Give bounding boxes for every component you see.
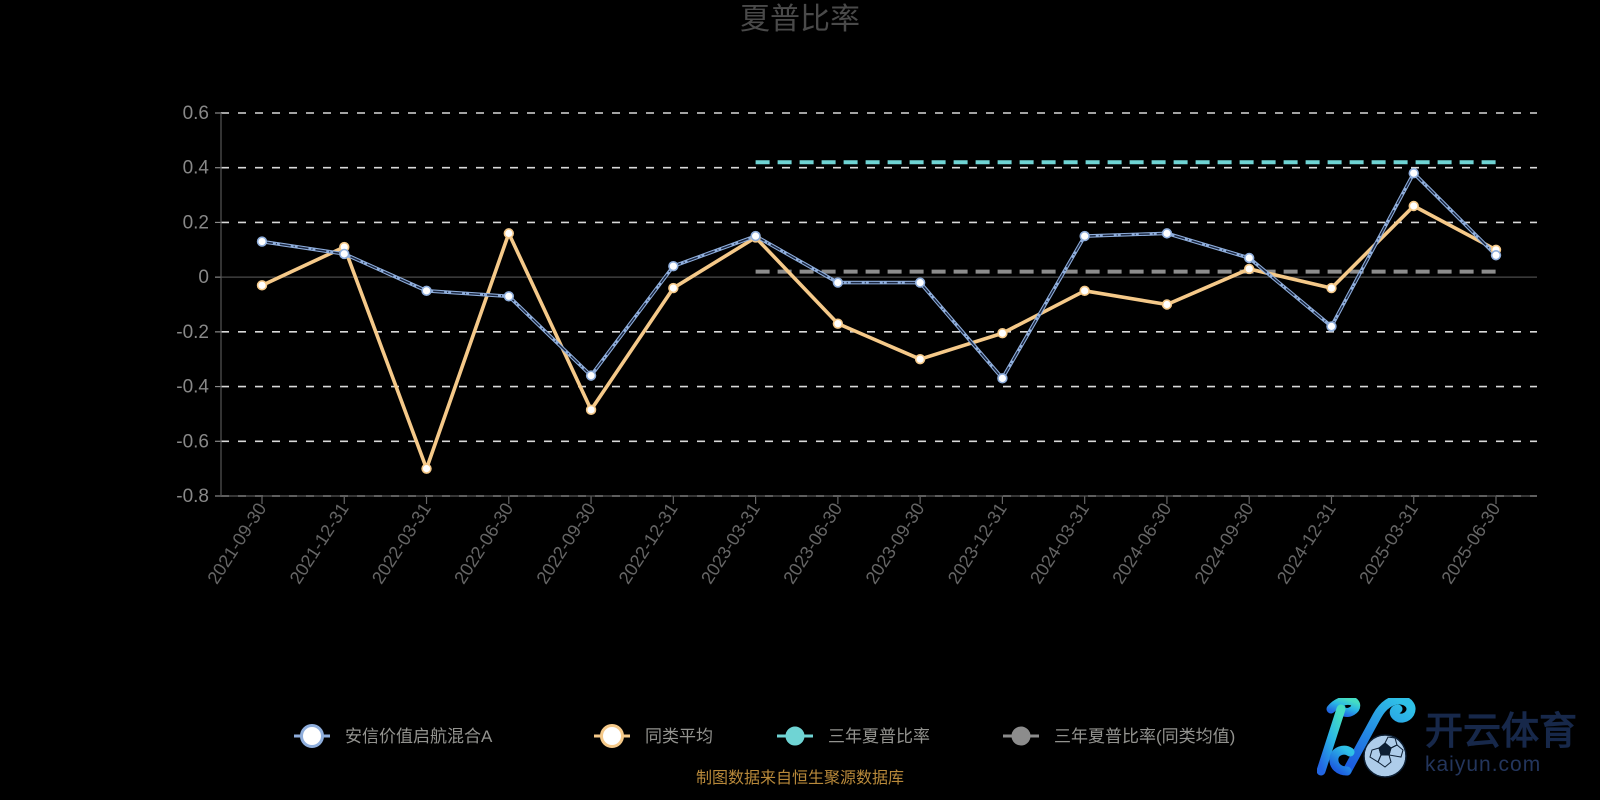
svg-text:同类平均: 同类平均: [645, 727, 713, 746]
svg-text:制图数据来自恒生聚源数据库: 制图数据来自恒生聚源数据库: [696, 769, 904, 787]
svg-text:三年夏普比率(同类均值): 三年夏普比率(同类均值): [1054, 727, 1235, 746]
svg-text:三年夏普比率: 三年夏普比率: [828, 727, 930, 746]
svg-text:安信价值启航混合A: 安信价值启航混合A: [345, 727, 493, 746]
svg-text:kaiyun.com: kaiyun.com: [1425, 753, 1541, 776]
svg-text:开云体育: 开云体育: [1425, 711, 1577, 753]
